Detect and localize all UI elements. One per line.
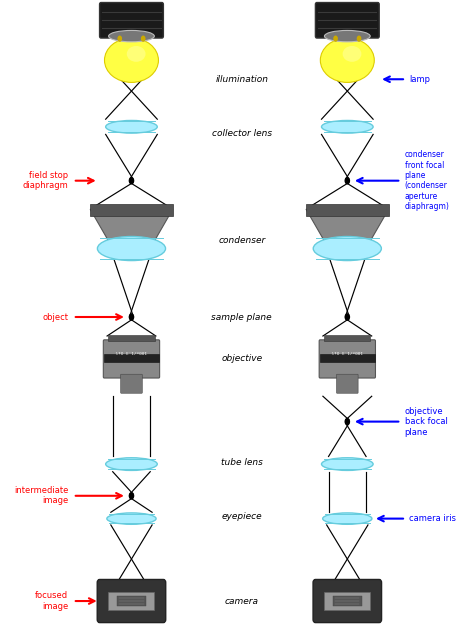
Text: intermediate
image: intermediate image xyxy=(14,486,68,505)
Polygon shape xyxy=(90,209,173,254)
Bar xyxy=(109,335,155,341)
Text: (a): (a) xyxy=(123,10,140,23)
Text: field stop
diaphragm: field stop diaphragm xyxy=(22,171,68,190)
Text: lamp: lamp xyxy=(409,75,430,84)
Text: (b): (b) xyxy=(338,10,356,23)
Bar xyxy=(104,354,159,363)
Circle shape xyxy=(141,36,146,42)
Circle shape xyxy=(128,177,134,184)
Circle shape xyxy=(128,492,134,500)
Text: focused
image: focused image xyxy=(35,592,68,611)
FancyBboxPatch shape xyxy=(337,374,358,393)
Circle shape xyxy=(357,36,361,42)
Polygon shape xyxy=(306,209,389,254)
Text: 100×/1.3 Oil: 100×/1.3 Oil xyxy=(331,349,363,353)
FancyBboxPatch shape xyxy=(100,3,164,38)
FancyBboxPatch shape xyxy=(319,340,375,378)
Text: sample plane: sample plane xyxy=(211,313,272,321)
Ellipse shape xyxy=(324,30,370,42)
Text: camera iris: camera iris xyxy=(409,514,456,523)
FancyBboxPatch shape xyxy=(103,340,160,378)
Ellipse shape xyxy=(313,236,382,261)
FancyBboxPatch shape xyxy=(97,579,166,623)
Text: objective
back focal
plane: objective back focal plane xyxy=(404,406,447,437)
Ellipse shape xyxy=(320,38,374,82)
Ellipse shape xyxy=(127,46,146,62)
Text: condenser
front focal
plane
(condenser
aperture
diaphragm): condenser front focal plane (condenser a… xyxy=(404,150,449,211)
Circle shape xyxy=(128,313,134,321)
Text: eyepiece: eyepiece xyxy=(221,512,262,521)
Bar xyxy=(109,592,155,610)
Circle shape xyxy=(333,36,338,42)
Text: camera: camera xyxy=(225,597,259,605)
Bar xyxy=(324,335,371,341)
Circle shape xyxy=(345,418,350,425)
Bar xyxy=(90,204,173,216)
Ellipse shape xyxy=(104,38,158,82)
Text: object: object xyxy=(42,313,68,321)
Ellipse shape xyxy=(323,513,372,524)
FancyBboxPatch shape xyxy=(315,3,379,38)
Ellipse shape xyxy=(106,120,157,133)
Ellipse shape xyxy=(321,458,373,470)
Text: condenser: condenser xyxy=(218,236,265,245)
FancyBboxPatch shape xyxy=(313,579,382,623)
Bar xyxy=(117,596,146,606)
Circle shape xyxy=(345,177,350,184)
Ellipse shape xyxy=(97,236,165,261)
Text: illumination: illumination xyxy=(215,75,268,84)
Text: 100×/1.3 Oil: 100×/1.3 Oil xyxy=(116,349,147,353)
Ellipse shape xyxy=(107,513,156,524)
Circle shape xyxy=(118,36,122,42)
Text: objective: objective xyxy=(221,354,262,363)
Bar xyxy=(306,204,389,216)
Ellipse shape xyxy=(109,30,155,42)
Bar xyxy=(324,592,370,610)
Bar xyxy=(333,596,362,606)
Circle shape xyxy=(345,313,350,321)
FancyBboxPatch shape xyxy=(121,374,142,393)
Ellipse shape xyxy=(321,120,373,133)
Ellipse shape xyxy=(343,46,361,62)
Ellipse shape xyxy=(106,458,157,470)
Bar xyxy=(320,354,374,363)
Text: tube lens: tube lens xyxy=(221,458,263,467)
Text: collector lens: collector lens xyxy=(212,129,272,138)
